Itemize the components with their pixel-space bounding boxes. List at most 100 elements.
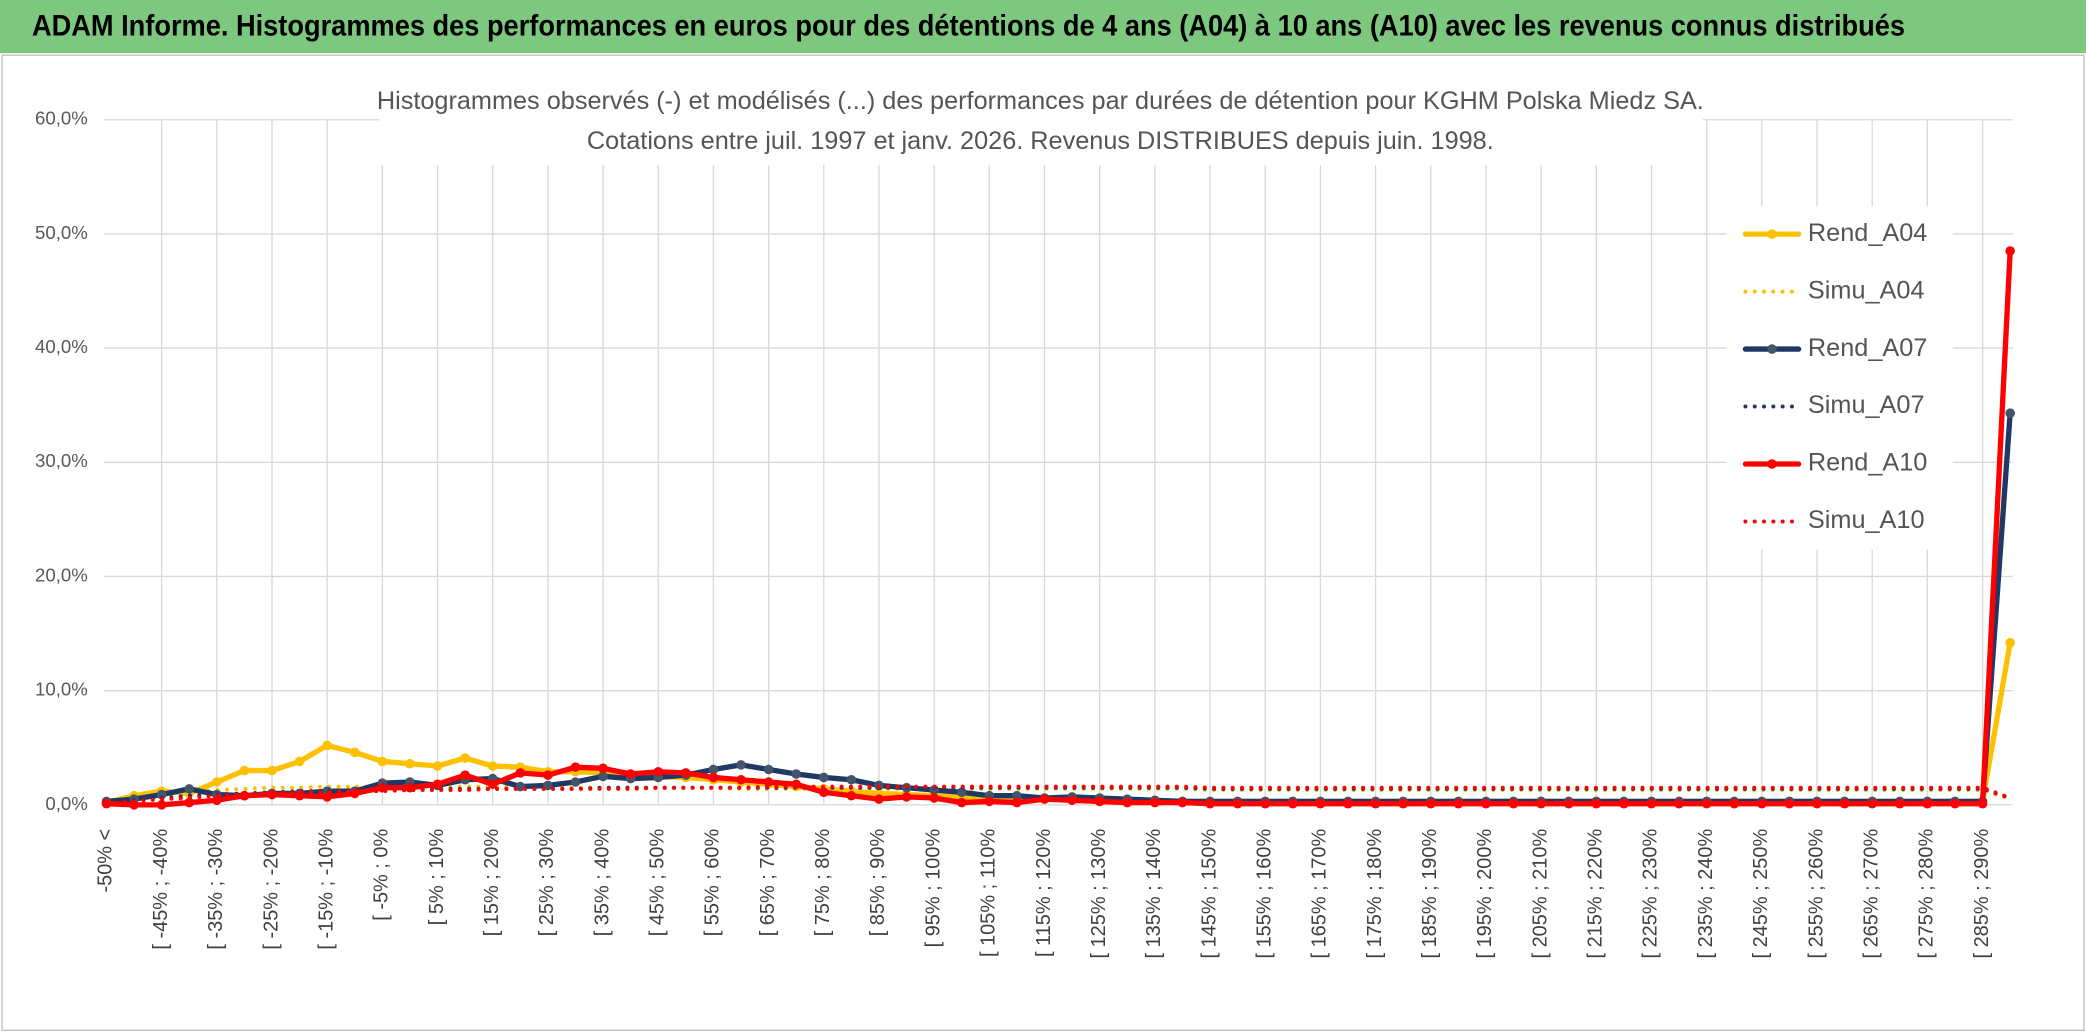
data-point (487, 779, 498, 790)
x-tick-label: [ 105% ; 110% (978, 829, 1000, 957)
data-point (543, 780, 553, 791)
legend-label: Simu_A07 (1808, 391, 1925, 419)
legend-marker (1767, 344, 1777, 354)
subtitle-backdrop (379, 82, 1703, 165)
x-tick-label: [ 95% ; 100% (922, 829, 944, 948)
data-point (846, 774, 857, 785)
data-point (1646, 798, 1657, 809)
data-point (1012, 797, 1022, 808)
data-point (1619, 798, 1629, 809)
legend-label: Rend_A07 (1808, 334, 1927, 362)
data-point (736, 774, 746, 785)
data-point (1950, 798, 1960, 809)
data-point (1425, 798, 1436, 809)
y-tick-label: 60,0% (35, 108, 88, 129)
x-tick-label: [ -15% ; -10% (315, 829, 337, 950)
data-point (1757, 798, 1767, 809)
y-tick-label: 0,0% (45, 793, 87, 814)
data-point (1205, 798, 1215, 809)
data-point (598, 763, 608, 774)
data-point (1177, 797, 1188, 808)
legend-marker (1767, 459, 1777, 469)
data-point (1784, 798, 1795, 809)
x-tick-label: [ 35% ; 40% (591, 829, 613, 937)
data-point (570, 762, 581, 772)
data-point (708, 764, 719, 775)
x-tick-label: [ 135% ; 140% (1143, 829, 1165, 959)
data-point (818, 787, 829, 798)
legend-marker (1767, 229, 1777, 239)
title-bar (0, 0, 2086, 54)
legend-label: Rend_A04 (1808, 219, 1927, 247)
x-tick-label: [ 115% ; 120% (1033, 829, 1055, 957)
legend-label: Simu_A04 (1808, 276, 1925, 304)
x-tick-label: [ 225% ; 230% (1640, 829, 1662, 959)
y-tick-label: 30,0% (35, 450, 88, 471)
x-tick-label: [ 175% ; 180% (1364, 829, 1386, 959)
y-tick-label: 50,0% (35, 222, 88, 243)
x-tick-label: [ 235% ; 240% (1695, 829, 1717, 959)
x-tick-label: [ 5% ; 10% (426, 829, 448, 926)
data-point (1895, 798, 1905, 809)
chart-frame (1, 54, 2085, 1032)
data-point (1453, 798, 1464, 809)
series-line (104, 784, 2013, 806)
data-point (1563, 798, 1574, 809)
data-point (460, 753, 470, 763)
data-point (570, 777, 581, 787)
data-point (1094, 796, 1105, 807)
data-point (460, 770, 470, 780)
data-point (184, 797, 195, 808)
data-point (984, 796, 995, 807)
data-point (1867, 798, 1877, 809)
data-point (1370, 798, 1381, 809)
x-tick-label: [ 185% ; 190% (1419, 829, 1441, 959)
data-point (212, 777, 222, 787)
data-point (432, 761, 443, 771)
x-tick-label: [ 255% ; 260% (1805, 829, 1827, 959)
x-tick-label: [ -35% ; -30% (205, 829, 227, 950)
data-point (1288, 798, 1298, 809)
y-tick-label: 20,0% (35, 564, 88, 585)
x-tick-label: [ 195% ; 200% (1474, 829, 1496, 959)
data-point (322, 792, 332, 802)
x-tick-label: [ -5% ; 0% (371, 829, 393, 921)
x-tick-label: [ 285% ; 290% (1971, 829, 1993, 959)
data-point (763, 764, 774, 775)
legend-backdrop (1726, 206, 1953, 550)
data-point (377, 756, 388, 767)
data-point (1729, 798, 1740, 809)
data-point (1812, 798, 1822, 809)
data-point (1260, 798, 1271, 809)
data-point (736, 760, 746, 770)
x-tick-label: [ 275% ; 280% (1916, 829, 1938, 959)
data-point (1012, 790, 1022, 801)
data-point (543, 770, 553, 780)
data-point (1150, 797, 1160, 808)
page-title: ADAM Informe. Histogrammes des performan… (32, 11, 1905, 43)
data-point (184, 784, 195, 794)
data-point (349, 747, 360, 758)
data-point (322, 740, 332, 751)
data-point (1481, 798, 1491, 809)
data-point (267, 765, 277, 776)
x-tick-label: [ 155% ; 160% (1253, 829, 1275, 959)
x-tick-label: [ 205% ; 210% (1529, 829, 1551, 959)
data-point (818, 772, 829, 783)
data-point (1839, 798, 1850, 809)
data-point (405, 758, 415, 769)
data-point (653, 766, 664, 777)
data-point (487, 761, 498, 771)
x-tick-label: [ 165% ; 170% (1309, 829, 1331, 959)
data-point (846, 790, 857, 801)
data-point (1922, 798, 1933, 809)
data-point (156, 800, 167, 810)
x-tick-label: -50% < (95, 829, 117, 893)
legend-label: Simu_A10 (1808, 506, 1925, 534)
data-point (1701, 798, 1712, 809)
data-point (1232, 798, 1243, 809)
data-point (239, 765, 250, 776)
data-point (515, 781, 526, 792)
data-point (129, 800, 139, 810)
